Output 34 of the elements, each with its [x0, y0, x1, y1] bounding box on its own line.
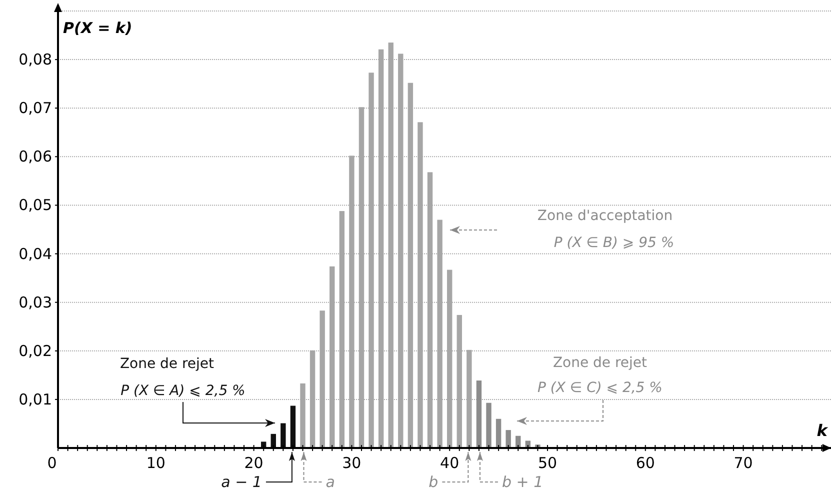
y-tick-label: 0,04: [18, 244, 52, 263]
x-tick-label: 0: [47, 454, 57, 472]
y-tick-label: 0,02: [18, 342, 52, 360]
x-tick-label: 70: [734, 454, 753, 472]
bar: [496, 418, 502, 448]
bar: [506, 430, 511, 448]
annotation: P (X ∈ A) ⩽ 2,5 %: [120, 383, 246, 399]
x-tick-label: 40: [440, 454, 460, 472]
bar: [476, 380, 482, 448]
annotation: b: [428, 473, 438, 490]
y-tick-label: 0,07: [18, 99, 52, 118]
annotation: b + 1: [502, 473, 544, 490]
y-tick-label: 0,06: [18, 148, 52, 166]
y-tick-label: 0,01: [18, 390, 52, 408]
bar: [280, 423, 286, 448]
bar: [486, 402, 492, 448]
x-tick-label: 50: [538, 454, 558, 472]
annotation: P (X ∈ C) ⩽ 2,5 %: [538, 380, 662, 396]
x-tick-label: 20: [244, 454, 264, 472]
x-tick-label: 10: [146, 454, 166, 472]
annotation: a: [326, 473, 335, 490]
bar: [290, 406, 296, 448]
x-tick-label: 60: [636, 454, 655, 472]
x-tick-label: 30: [342, 454, 362, 472]
y-tick-label: 0,03: [18, 293, 52, 312]
y-tick-label: 0,08: [18, 50, 52, 69]
y-tick-label: 0,05: [18, 196, 52, 214]
annotation: P (X ∈ B) ⩾ 95 %: [554, 235, 674, 251]
annotation: Zone de rejet: [552, 355, 648, 371]
x-axis-title: k: [816, 421, 829, 440]
annotation: Zone de rejet: [120, 356, 215, 372]
annotation: a − 1: [221, 473, 262, 490]
annotation: Zone d'acceptation: [537, 208, 673, 224]
y-axis-title: P(X = k): [63, 19, 132, 37]
